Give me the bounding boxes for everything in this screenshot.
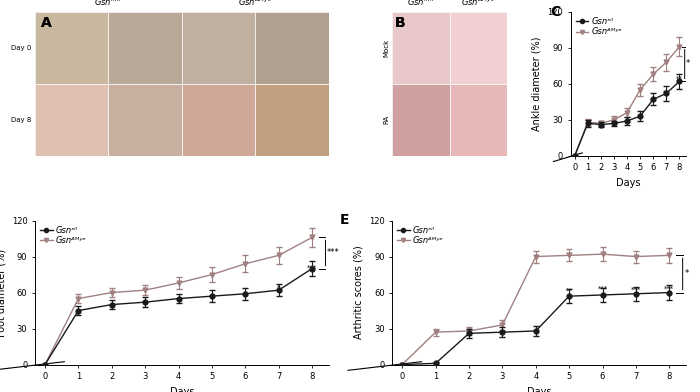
Text: $Gsn^{fl/fl}$: $Gsn^{fl/fl}$	[407, 0, 435, 8]
FancyBboxPatch shape	[35, 84, 108, 156]
Text: **: **	[663, 89, 670, 95]
FancyBboxPatch shape	[108, 12, 182, 84]
FancyBboxPatch shape	[35, 12, 108, 84]
FancyBboxPatch shape	[450, 12, 508, 84]
X-axis label: Days: Days	[169, 387, 194, 392]
Text: ***: ***	[664, 285, 674, 292]
Y-axis label: Foot diameter (%): Foot diameter (%)	[0, 249, 6, 337]
Y-axis label: Ankle diameter (%): Ankle diameter (%)	[532, 36, 542, 131]
Text: *: *	[685, 60, 690, 69]
Text: **: **	[676, 76, 682, 82]
Text: **: **	[566, 287, 573, 293]
FancyBboxPatch shape	[182, 12, 256, 84]
Text: ***: ***	[631, 287, 641, 293]
FancyBboxPatch shape	[108, 84, 182, 156]
Text: *: *	[685, 269, 689, 278]
FancyBboxPatch shape	[392, 12, 450, 84]
X-axis label: Days: Days	[616, 178, 640, 188]
FancyBboxPatch shape	[450, 84, 508, 156]
Text: Day 8: Day 8	[11, 117, 32, 123]
Legend: Gsnᶟⁱᴵ, Gsnᴬᴹʸᵉ: Gsnᶟⁱᴵ, Gsnᴬᴹʸᵉ	[575, 16, 623, 37]
Text: *: *	[277, 284, 281, 290]
Text: B: B	[395, 16, 405, 30]
Legend: Gsnᶟⁱᴵ, Gsnᴬᴹʸᵉ: Gsnᶟⁱᴵ, Gsnᴬᴹʸᵉ	[396, 225, 444, 246]
FancyBboxPatch shape	[182, 84, 256, 156]
X-axis label: Days: Days	[527, 387, 552, 392]
FancyBboxPatch shape	[256, 12, 329, 84]
Text: $Gsn^{\Delta Myc}$: $Gsn^{\Delta Myc}$	[238, 0, 272, 8]
Text: $Gsn^{\Delta Myc}$: $Gsn^{\Delta Myc}$	[461, 0, 496, 8]
Text: *: *	[638, 114, 642, 120]
Y-axis label: Arthritic scores (%): Arthritic scores (%)	[354, 246, 363, 339]
Text: RA: RA	[384, 115, 389, 124]
FancyBboxPatch shape	[392, 84, 450, 156]
Text: A: A	[41, 16, 52, 30]
FancyBboxPatch shape	[256, 84, 329, 156]
Text: $Gsn^{fl/fl}$: $Gsn^{fl/fl}$	[94, 0, 122, 8]
Text: B: B	[395, 16, 405, 30]
Text: ***: ***	[327, 249, 340, 258]
Text: ***: ***	[598, 286, 608, 292]
Text: Mock: Mock	[384, 39, 389, 57]
Text: A: A	[41, 16, 52, 30]
Text: C: C	[550, 5, 560, 18]
Text: **: **	[650, 98, 657, 104]
Text: Day 0: Day 0	[11, 45, 32, 51]
Legend: Gsnᶟⁱᴵ, Gsnᴬᴹʸᵉ: Gsnᶟⁱᴵ, Gsnᴬᴹʸᵉ	[39, 225, 88, 246]
Text: E: E	[340, 213, 349, 227]
Text: *: *	[244, 290, 247, 296]
Text: ***: ***	[307, 265, 317, 270]
